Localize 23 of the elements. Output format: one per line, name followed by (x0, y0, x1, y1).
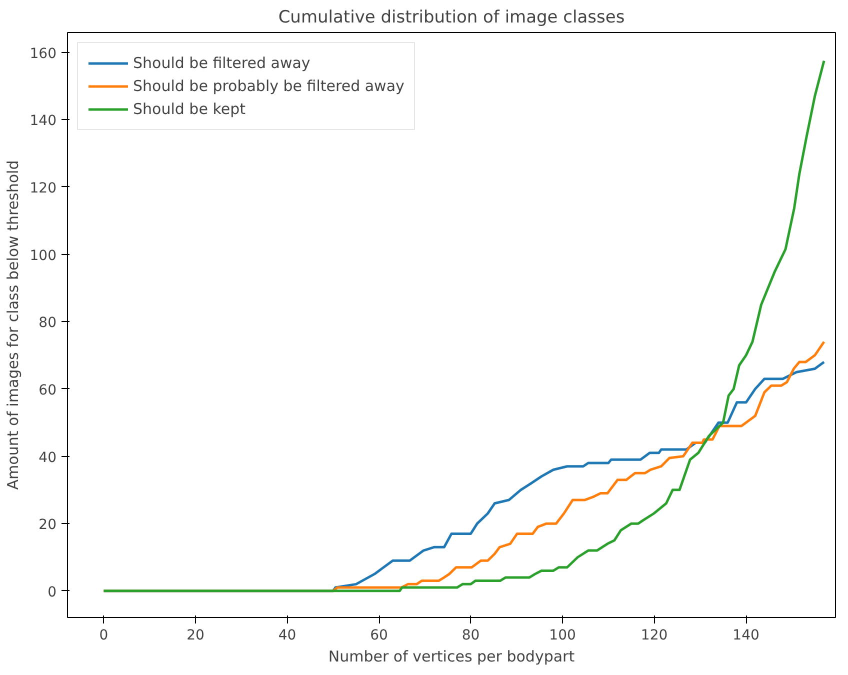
x-tick-label: 60 (370, 628, 388, 644)
x-tick-label: 0 (99, 628, 108, 644)
x-tick-label: 100 (549, 628, 576, 644)
x-tick-label: 40 (278, 628, 296, 644)
y-tick-label: 100 (30, 248, 57, 264)
x-tick-label: 140 (732, 628, 760, 644)
y-tick-label: 120 (30, 180, 57, 196)
y-tick-label: 140 (30, 113, 57, 130)
y-tick-label: 80 (38, 315, 57, 332)
y-tick-label: 60 (38, 382, 57, 398)
legend-label: Should be filtered away (133, 54, 310, 72)
y-tick-label: 0 (48, 584, 57, 600)
chart-title: Cumulative distribution of image classes (278, 8, 625, 28)
y-axis-title: Amount of images for class below threshold (4, 160, 22, 490)
y-tick-label: 160 (30, 46, 57, 62)
legend-label: Should be kept (133, 100, 246, 118)
x-tick-label: 20 (186, 628, 204, 644)
x-tick-label: 120 (640, 628, 668, 644)
x-tick-label: 80 (462, 628, 480, 644)
y-tick-label: 40 (38, 450, 57, 466)
legend-label: Should be probably be filtered away (133, 77, 404, 95)
x-axis-title: Number of vertices per bodypart (328, 648, 575, 666)
y-tick-label: 20 (38, 517, 57, 534)
